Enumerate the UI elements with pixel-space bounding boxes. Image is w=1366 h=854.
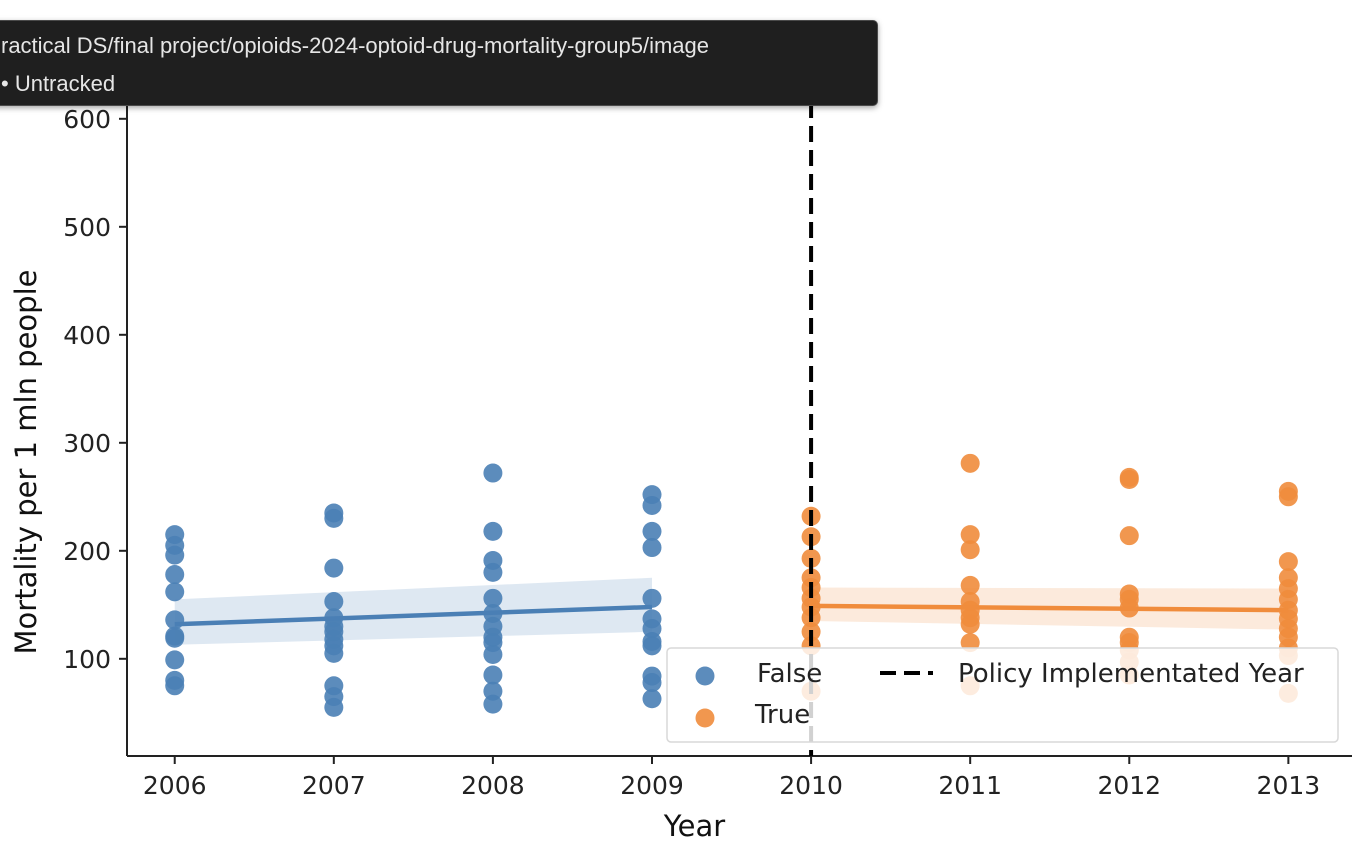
data-point-false-8	[165, 650, 185, 670]
x-axis-label: Year	[663, 809, 725, 843]
tooltip-status-text: • Untracked	[1, 71, 116, 96]
y-tick-label-400: 400	[63, 321, 111, 350]
data-point-true-13	[960, 540, 980, 560]
data-point-false-5	[165, 610, 185, 630]
data-point-false-40	[642, 538, 662, 558]
data-point-false-13	[324, 558, 344, 578]
data-point-false-45	[642, 636, 662, 656]
data-point-false-12	[324, 508, 344, 528]
x-tick-label-2006: 2006	[143, 771, 207, 800]
data-point-false-4	[165, 582, 185, 602]
data-point-true-34	[1278, 552, 1298, 572]
x-tick-label-2008: 2008	[461, 771, 525, 800]
legend-marker-false	[695, 666, 715, 686]
data-point-true-22	[1119, 470, 1139, 490]
data-point-true-33	[1278, 487, 1298, 507]
y-tick-label-200: 200	[63, 537, 111, 566]
tooltip-path-text: ractical DS/final project/opioids-2024-o…	[1, 33, 710, 58]
legend-box	[666, 647, 1339, 743]
ci-band-false	[174, 577, 652, 645]
legend-marker-true	[695, 708, 715, 728]
data-point-false-36	[483, 694, 503, 714]
data-point-false-14	[324, 592, 344, 612]
y-tick-label-300: 300	[63, 429, 111, 458]
data-point-false-28	[483, 588, 503, 608]
legend-label-false: False	[757, 659, 822, 689]
x-tick-label-2012: 2012	[1097, 771, 1161, 800]
x-tick-label-2011: 2011	[938, 771, 1002, 800]
x-tick-label-2009: 2009	[620, 771, 684, 800]
y-tick-label-500: 500	[63, 213, 111, 242]
trend-line-false	[174, 604, 653, 627]
x-tick-label-2007: 2007	[302, 771, 366, 800]
data-point-false-23	[324, 697, 344, 717]
y-tick-label-600: 600	[63, 105, 111, 134]
data-point-false-7	[165, 628, 185, 648]
axis-labels: Year Mortality per 1 mln people	[9, 270, 725, 843]
axes: 2006 2007 2008 2009 2010 2011 2012 2013 100 200 30…	[63, 98, 1352, 800]
data-point-false-20	[324, 643, 344, 663]
data-point-false-41	[642, 588, 662, 608]
legend-label-policy: Policy Implementated Year	[958, 659, 1304, 689]
x-tick-label-2013: 2013	[1257, 771, 1321, 800]
data-point-true-14	[960, 575, 980, 595]
path-tooltip: ractical DS/final project/opioids-2024-o…	[0, 20, 878, 106]
trend-lines	[174, 603, 1289, 627]
x-tick-label-2010: 2010	[779, 771, 843, 800]
data-point-false-48	[642, 689, 662, 709]
data-point-false-39	[642, 521, 662, 541]
data-point-false-27	[483, 562, 503, 582]
data-point-false-38	[642, 495, 662, 515]
y-axis-label: Mortality per 1 mln people	[9, 270, 43, 655]
data-point-false-2	[165, 545, 185, 565]
y-tick-label-100: 100	[63, 645, 111, 674]
data-point-false-3	[165, 565, 185, 585]
legend: False True Policy Implementated Year	[666, 647, 1339, 743]
data-point-true-11	[960, 453, 980, 473]
data-point-false-47	[642, 673, 662, 693]
data-point-false-10	[165, 676, 185, 696]
data-point-false-33	[483, 644, 503, 664]
data-point-true-18	[960, 614, 980, 634]
data-point-false-34	[483, 665, 503, 685]
data-point-true-12	[960, 525, 980, 545]
data-point-false-25	[483, 521, 503, 541]
legend-label-true: True	[754, 700, 810, 730]
trend-line-true	[811, 603, 1289, 613]
data-point-false-24	[483, 463, 503, 483]
data-point-true-23	[1119, 526, 1139, 546]
